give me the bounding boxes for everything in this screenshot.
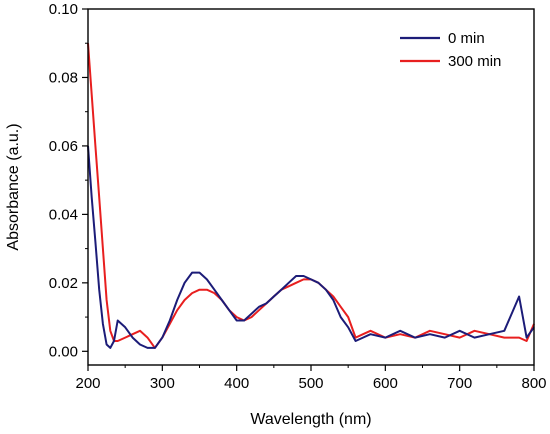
x-tick-label: 300: [150, 375, 175, 392]
y-tick-label: 0.00: [49, 343, 78, 360]
series-line-0: [87, 145, 535, 349]
x-tick-label: 500: [298, 375, 323, 392]
x-tick-label: 800: [521, 375, 546, 392]
x-tick-label: 400: [224, 375, 249, 392]
y-axis-ticks: 0.00 0.02 0.04 0.06 0.08 0.10: [49, 1, 88, 360]
plot-lines: [87, 43, 535, 349]
y-tick-label: 0.06: [49, 138, 78, 155]
legend-label: 300 min: [448, 53, 501, 70]
y-tick-label: 0.10: [49, 1, 78, 18]
y-tick-label: 0.04: [49, 206, 78, 223]
legend-label: 0 min: [448, 30, 485, 47]
x-axis-title: Wavelength (nm): [250, 411, 371, 428]
y-axis-title: Absorbance (a.u.): [5, 123, 22, 250]
legend: 0 min 300 min: [400, 30, 501, 70]
x-axis-ticks: 200 300 400 500 600 700 800: [75, 365, 547, 392]
x-tick-label: 700: [447, 375, 472, 392]
y-tick-label: 0.08: [49, 69, 78, 86]
x-tick-label: 600: [373, 375, 398, 392]
series-line-1: [87, 43, 535, 349]
x-tick-label: 200: [75, 375, 100, 392]
y-tick-label: 0.02: [49, 275, 78, 292]
